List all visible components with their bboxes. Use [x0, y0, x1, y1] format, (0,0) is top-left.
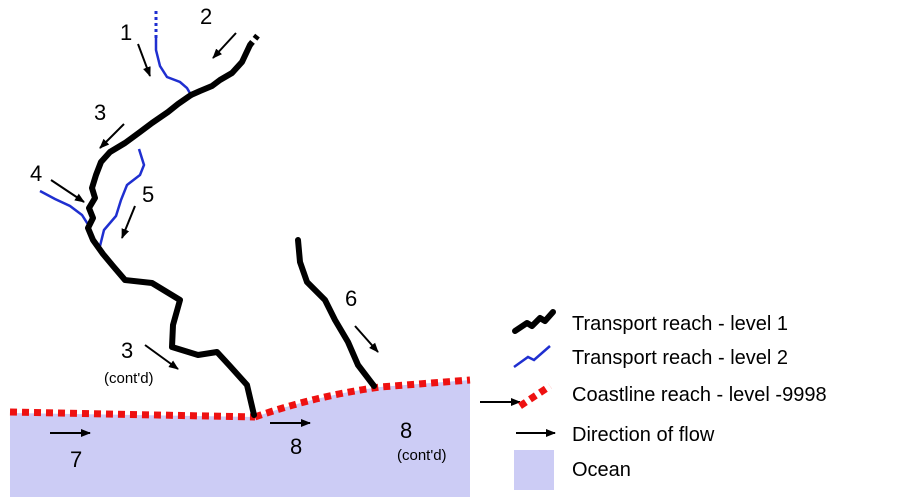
flow-arrow-2: [212, 32, 237, 59]
ocean-area: [10, 380, 470, 497]
label-8: 8: [290, 434, 302, 459]
flow-arrow-3: [99, 123, 125, 149]
label-2: 2: [200, 4, 212, 29]
legend-label-ocean: Ocean: [572, 459, 631, 481]
legend-label-level2: Transport reach - level 2: [572, 347, 788, 369]
thin-blue-line-icon: [513, 345, 551, 369]
label-5: 5: [142, 182, 154, 207]
flow-arrow-4: [50, 179, 85, 203]
label-3-contd-sub: (cont'd): [104, 370, 154, 387]
level2-reach-4: [39, 189, 91, 227]
level2-reach-1: [154, 38, 193, 96]
flow-arrow-5: [121, 205, 136, 239]
coastline-reach-7: [9, 408, 256, 421]
label-7: 7: [70, 447, 82, 472]
legend-label-level1: Transport reach - level 1: [572, 313, 788, 335]
legend-label-coastline: Coastline reach - level -9998: [572, 384, 827, 406]
label-6: 6: [345, 286, 357, 311]
red-dotted-line-icon: [518, 383, 552, 409]
flow-arrow-1: [137, 43, 151, 77]
level1-reach-6: [295, 237, 377, 389]
legend-label-flow: Direction of flow: [572, 424, 715, 446]
thick-black-line-icon: [512, 309, 556, 334]
label-4: 4: [30, 161, 42, 186]
label-3: 3: [94, 100, 106, 125]
legend: Transport reach - level 1 Transport reac…: [512, 309, 827, 490]
label-3-contd: 3: [121, 338, 133, 363]
level2-reach-5: [98, 148, 146, 247]
level1-reach-2: [188, 42, 253, 98]
level1-reach-2-dashed: [247, 33, 261, 47]
label-8-contd-sub: (cont'd): [397, 447, 447, 464]
label-1: 1: [120, 20, 132, 45]
label-8-contd: 8: [400, 418, 412, 443]
level1-reach-3: [85, 92, 257, 418]
flow-arrow-3-contd: [144, 344, 179, 370]
ocean-swatch-icon: [514, 450, 554, 490]
flow-arrow-6: [354, 325, 379, 353]
